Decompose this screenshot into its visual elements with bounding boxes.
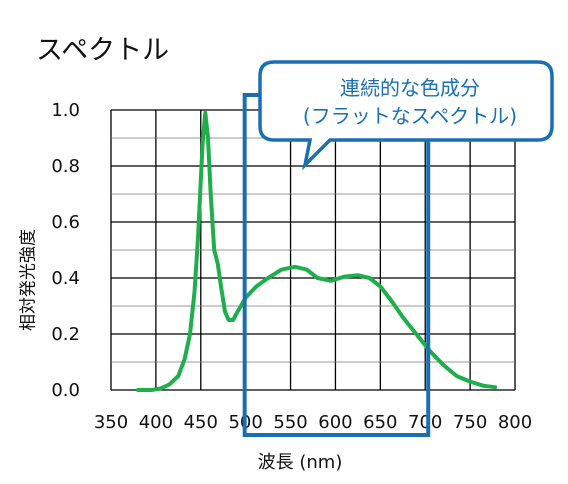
y-tick-label: 1.0 <box>51 100 80 121</box>
x-tick-label: 800 <box>498 412 532 433</box>
callout-line-1: 連続的な色成分 <box>340 76 480 100</box>
x-tick-label: 550 <box>273 412 307 433</box>
highlight-box <box>242 93 431 437</box>
x-tick-label: 750 <box>453 412 487 433</box>
x-tick-label: 400 <box>139 412 173 433</box>
x-tick-label: 350 <box>94 412 128 433</box>
y-tick-label: 0.8 <box>51 156 80 177</box>
x-tick-label: 700 <box>408 412 442 433</box>
y-tick-label: 0.4 <box>51 268 80 289</box>
x-tick-label: 650 <box>363 412 397 433</box>
y-tick-label: 0.0 <box>51 380 80 401</box>
y-tick-label: 0.6 <box>51 212 80 233</box>
y-tick-label: 0.2 <box>51 324 80 345</box>
x-axis-label: 波長 (nm) <box>257 452 343 473</box>
callout-bubble <box>258 60 554 171</box>
x-tick-label: 600 <box>318 412 352 433</box>
chart-title: スペクトル <box>36 35 170 66</box>
x-tick-label: 450 <box>184 412 218 433</box>
callout-line-2: (フラットなスペクトル) <box>302 104 518 128</box>
spectrum-line <box>135 110 498 392</box>
